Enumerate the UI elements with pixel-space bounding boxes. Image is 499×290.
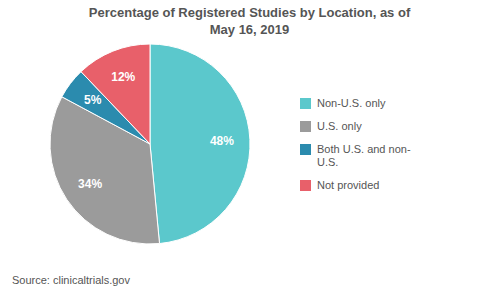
html-text:Source: clinicaltrials.gov: Source: clinicaltrials.gov <box>12 274 130 286</box>
svg-text:48%: 48% <box>210 134 234 148</box>
svg-text:34%: 34% <box>78 177 102 191</box>
html-text:Non-U.S. only: Non-U.S. only <box>317 96 386 109</box>
html-text:Not provided: Not provided <box>317 178 380 191</box>
svg-text:12%: 12% <box>111 70 135 84</box>
html-text:U.S. only: U.S. only <box>317 119 362 132</box>
svg-text:5%: 5% <box>84 93 102 107</box>
html-text:Both U.S. and non- U.S.: Both U.S. and non- U.S. <box>317 142 411 168</box>
html-text:Percentage of Registered Studi: Percentage of Registered Studies by Loca… <box>88 5 411 37</box>
